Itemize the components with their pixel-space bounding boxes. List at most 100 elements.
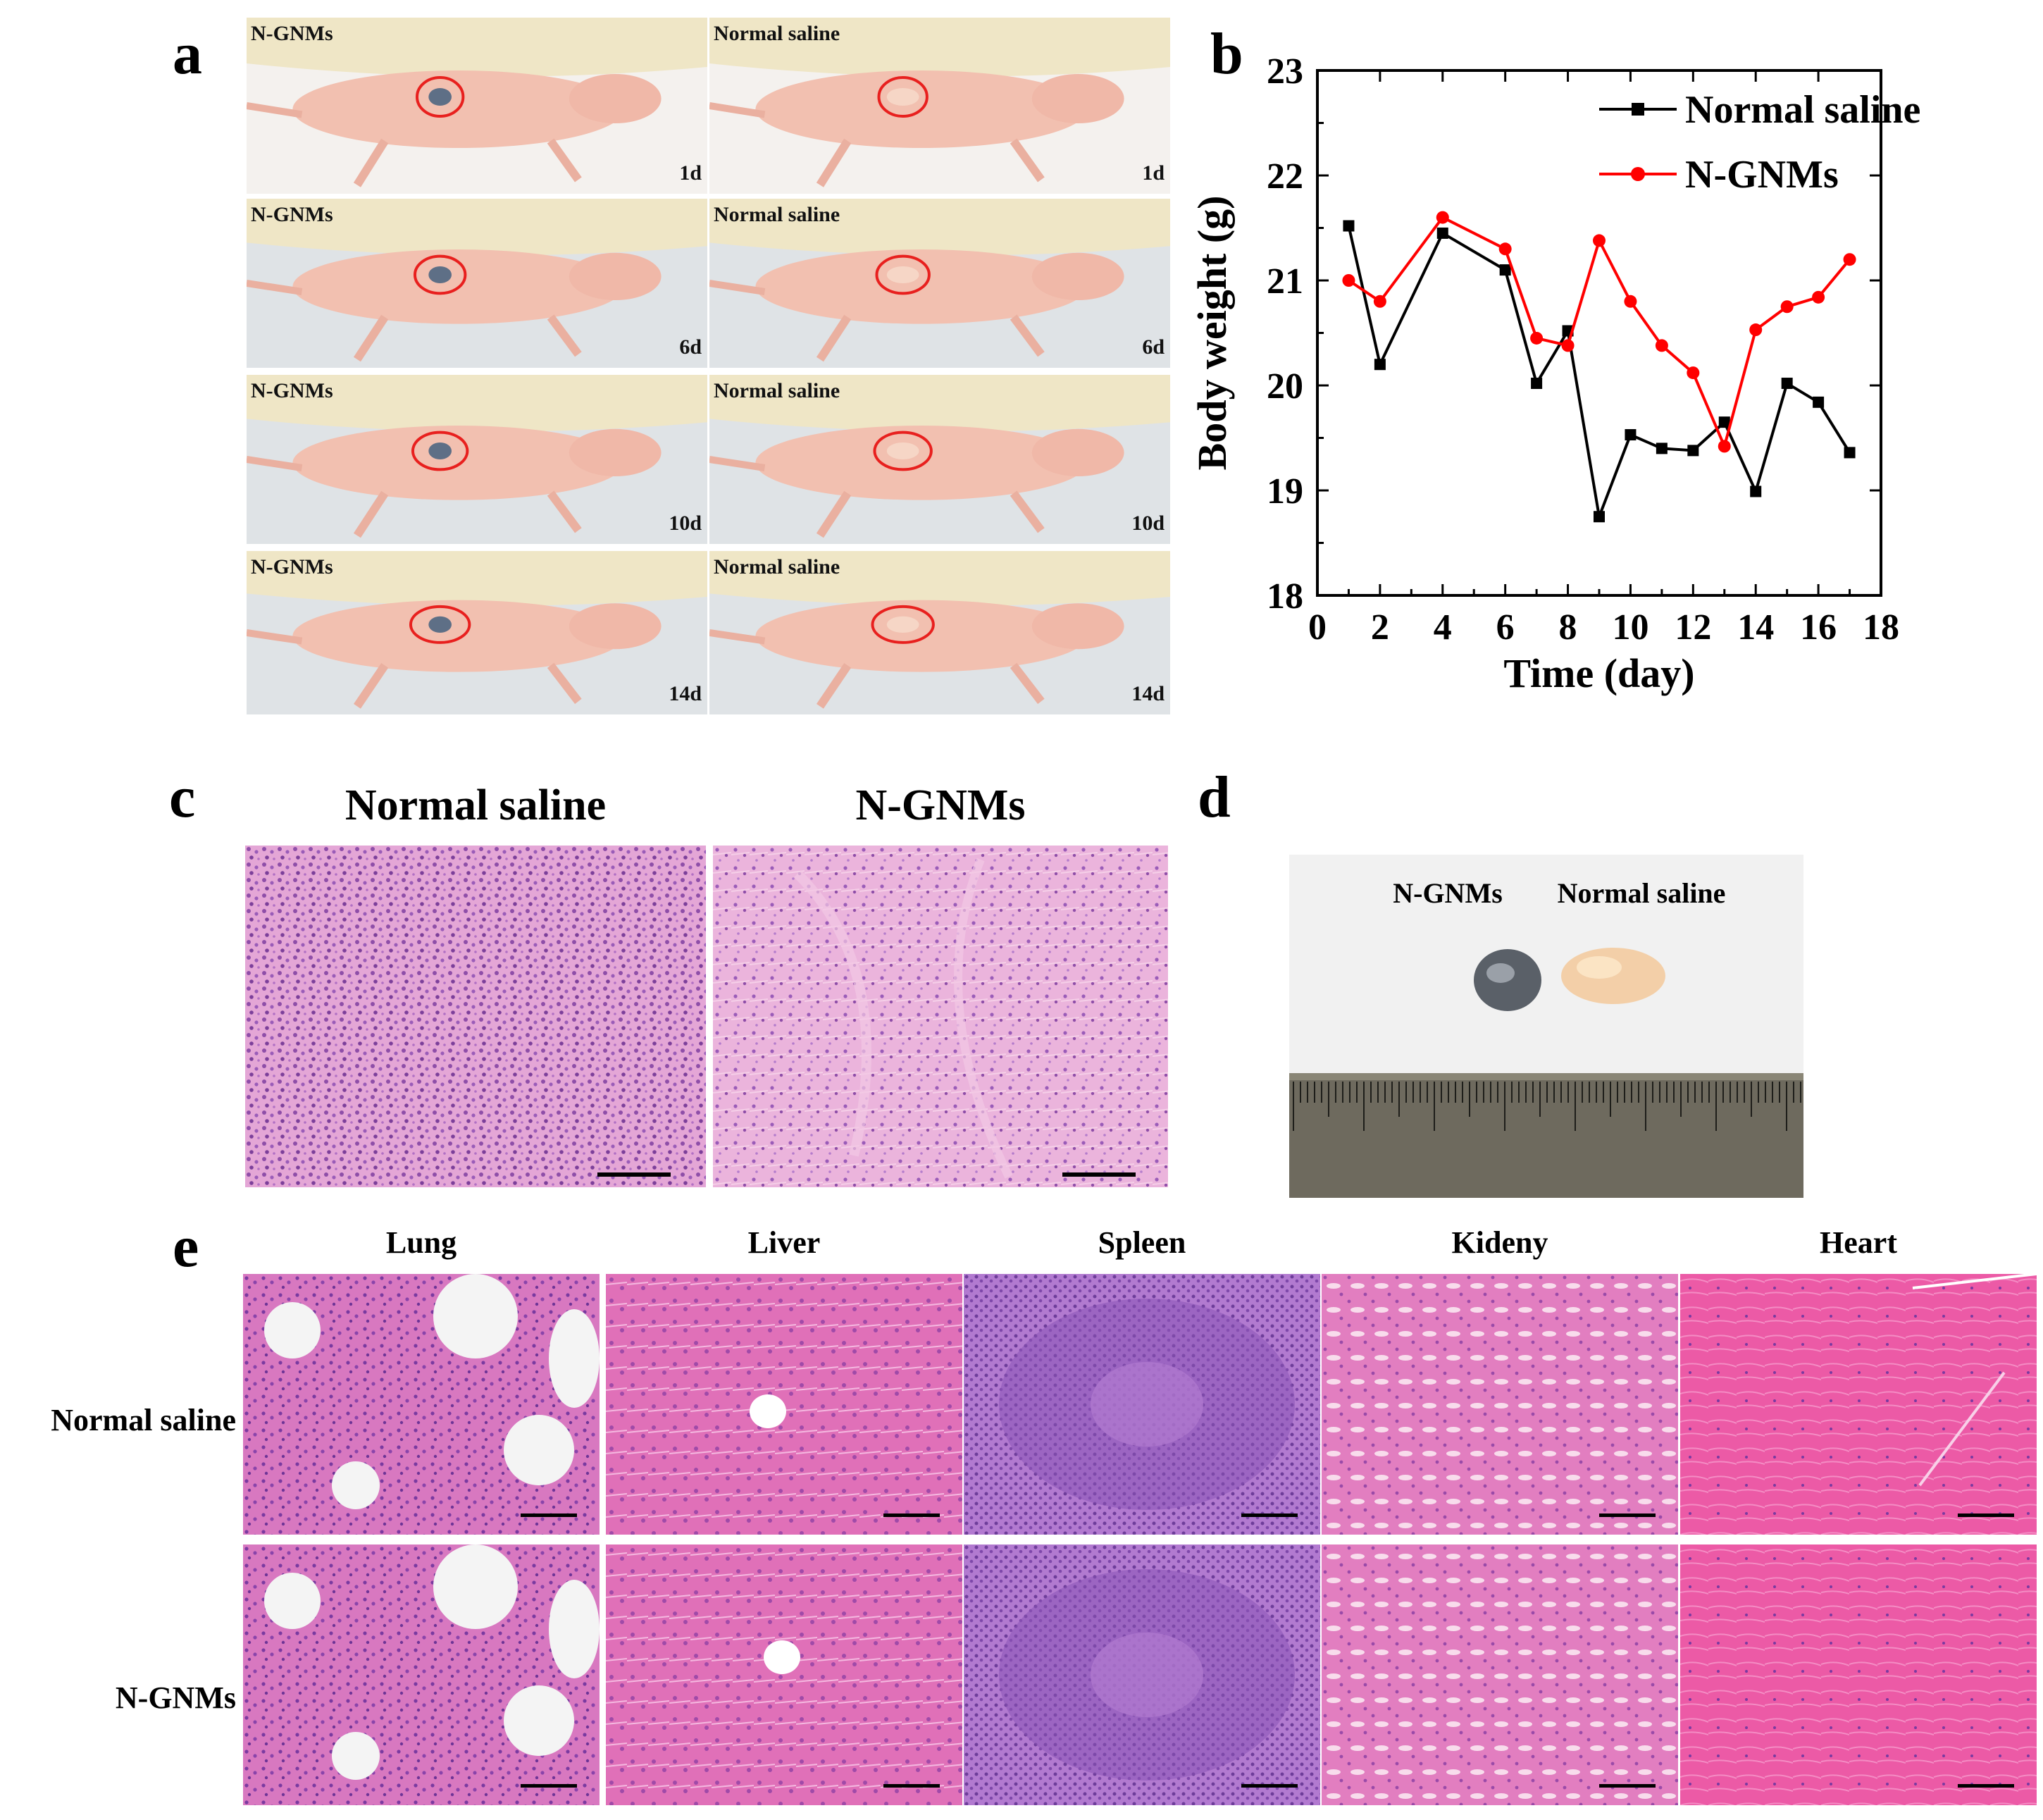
data-point-n-gnms <box>1498 242 1512 256</box>
panel-a-day-label: 6d <box>679 335 702 359</box>
data-point-n-gnms <box>1373 295 1386 308</box>
data-point-n-gnms <box>1561 339 1575 352</box>
panel-e-scale-bar <box>521 1784 577 1788</box>
data-point-n-gnms <box>1342 274 1355 287</box>
x-tick-label: 10 <box>1612 607 1648 648</box>
panel-a-group-label: N-GNMs <box>251 22 333 45</box>
panel-e-scale-bar <box>883 1513 940 1517</box>
data-point-normal-saline <box>1687 445 1699 457</box>
panel-e-histology-tile <box>243 1544 600 1805</box>
data-point-n-gnms <box>1655 339 1668 352</box>
body-weight-chart: 0 2 4 6 8 10 12 14 16 18 18 19 20 21 22 23 Time (day) Bod… <box>1184 42 1958 719</box>
series-line-normal-saline <box>1347 225 1851 522</box>
tumor-circle <box>875 254 931 295</box>
panel-e-organ-header: Kideny <box>1451 1225 1548 1260</box>
panel-e-organ-header: Heart <box>1820 1225 1897 1260</box>
panel-e-organ-header: Liver <box>747 1225 821 1260</box>
panel-a-group-label: N-GNMs <box>251 203 333 226</box>
panel-e-scale-bar <box>1241 1513 1298 1517</box>
data-point-normal-saline <box>1343 220 1355 232</box>
panel-e-scale-bar <box>1958 1784 2014 1788</box>
panel-a-day-label: 14d <box>669 682 702 705</box>
panel-b-letter: b <box>1210 21 1243 87</box>
tumor-circle <box>413 254 467 295</box>
panel-a-group-label: N-GNMs <box>251 379 333 402</box>
panel-c-scale-bar-2 <box>1062 1172 1136 1177</box>
panel-e-histology-tile <box>1322 1544 1678 1805</box>
legend-label: N-GNMs <box>1685 153 1839 197</box>
x-tick-label: 18 <box>1863 607 1899 648</box>
data-point-normal-saline <box>1374 359 1386 371</box>
data-point-n-gnms <box>1530 331 1544 345</box>
panel-e-scale-bar <box>1599 1784 1656 1788</box>
data-point-normal-saline <box>1750 485 1762 497</box>
panel-a-mouse-photo <box>709 199 1170 368</box>
panel-a-group-label: Normal saline <box>714 555 840 578</box>
x-axis-title: Time (day) <box>1503 650 1694 696</box>
x-tick-label: 2 <box>1371 607 1389 648</box>
panel-e-scale-bar <box>521 1513 577 1517</box>
panel-e-scale-bar <box>1958 1513 2014 1517</box>
data-point-normal-saline <box>1656 442 1668 454</box>
panel-c-histology-n-gnms <box>713 846 1168 1187</box>
y-axis-title: Body weight (g) <box>1189 196 1235 471</box>
panel-e-organ-header: Spleen <box>1098 1225 1186 1260</box>
panel-a-group-label: Normal saline <box>714 379 840 402</box>
y-tick-label: 20 <box>1267 366 1303 407</box>
panel-c-title-n-gnms: N-GNMs <box>855 781 1026 829</box>
data-point-normal-saline <box>1436 227 1448 239</box>
data-point-n-gnms <box>1593 234 1606 247</box>
data-point-normal-saline <box>1844 447 1856 459</box>
panel-a-mouse-photo <box>247 199 707 368</box>
panel-e-organ-header: Lung <box>385 1225 457 1260</box>
y-tick-label: 21 <box>1267 261 1303 302</box>
tumor-circle <box>415 76 465 118</box>
panel-a-group-label: N-GNMs <box>251 555 333 578</box>
panel-c-letter: c <box>169 764 196 830</box>
panel-e-row-label: N-GNMs <box>115 1680 236 1715</box>
panel-a-mouse-photo <box>247 18 707 194</box>
panel-c-scale-bar <box>597 1172 671 1177</box>
panel-d-label-normal-saline: Normal saline <box>1557 877 1726 909</box>
y-tick-label: 22 <box>1267 156 1303 197</box>
panel-e-histology-tile <box>243 1274 600 1535</box>
data-point-n-gnms <box>1749 323 1763 337</box>
x-tick-label: 14 <box>1737 607 1774 648</box>
y-tick-label: 23 <box>1267 51 1303 92</box>
panel-e-histology-tile <box>964 1274 1320 1535</box>
tumor-circle <box>409 605 471 644</box>
data-point-n-gnms <box>1436 211 1449 224</box>
panel-a-group-label: Normal saline <box>714 22 840 45</box>
panel-d-label-n-gnms: N-GNMs <box>1393 877 1503 909</box>
panel-e-histology-tile <box>1322 1274 1678 1535</box>
panel-a-mouse-photo <box>247 551 707 714</box>
panel-e-scale-bar <box>1599 1513 1656 1517</box>
data-point-n-gnms <box>1718 440 1731 453</box>
data-point-n-gnms <box>1812 290 1825 304</box>
legend-marker <box>1632 103 1644 116</box>
tumor-circle <box>873 431 933 471</box>
data-point-normal-saline <box>1594 511 1605 523</box>
data-point-normal-saline <box>1499 264 1511 276</box>
tumor-circle <box>871 605 935 644</box>
panel-e-letter: e <box>173 1214 199 1280</box>
tumor-circle <box>411 431 469 471</box>
data-point-n-gnms <box>1624 295 1637 308</box>
panel-e-histology-tile <box>606 1274 962 1535</box>
panel-a-mouse-photo <box>709 551 1170 714</box>
panel-e-row-label: Normal saline <box>51 1403 236 1437</box>
panel-a-group-label: Normal saline <box>714 203 840 226</box>
panel-a-day-label: 1d <box>679 161 702 185</box>
data-point-normal-saline <box>1781 378 1793 390</box>
y-tick-label: 19 <box>1267 471 1303 512</box>
panel-a-letter: a <box>173 21 202 87</box>
data-point-n-gnms <box>1780 300 1794 314</box>
data-point-normal-saline <box>1625 429 1637 441</box>
x-tick-label: 4 <box>1434 607 1452 648</box>
data-point-n-gnms <box>1843 253 1856 266</box>
x-tick-label: 16 <box>1800 607 1837 648</box>
panel-a-day-label: 1d <box>1142 161 1165 185</box>
x-tick-label: 0 <box>1308 607 1327 648</box>
panel-a-mouse-photo <box>709 375 1170 544</box>
tumor-circle <box>877 76 929 118</box>
